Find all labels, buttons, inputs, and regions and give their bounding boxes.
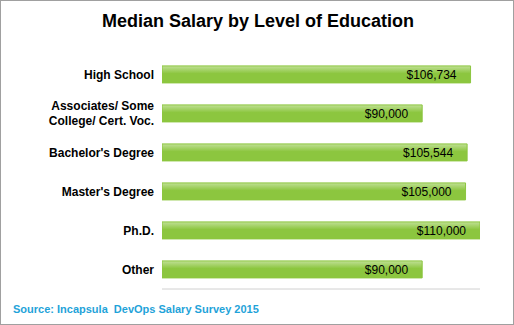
svg-text:$110,000: $110,000	[417, 224, 466, 238]
svg-text:Bachelor's Degree: Bachelor's Degree	[49, 146, 154, 160]
svg-text:$105,000: $105,000	[401, 185, 451, 199]
svg-text:Associates/ SomeCollege/ Cert.: Associates/ SomeCollege/ Cert. Voc.	[49, 99, 154, 128]
svg-text:Ph.D.: Ph.D.	[123, 224, 154, 238]
svg-text:Master's Degree: Master's Degree	[62, 185, 155, 199]
svg-text:$90,000: $90,000	[365, 263, 409, 277]
svg-text:High School: High School	[84, 68, 154, 82]
svg-text:$90,000: $90,000	[365, 107, 409, 121]
html-text:Median Salary by Level of Educ: Median Salary by Level of Education	[102, 11, 414, 31]
svg-text:$105,544: $105,544	[403, 146, 453, 160]
svg-text:Other: Other	[122, 263, 154, 277]
svg-text:$106,734: $106,734	[406, 68, 456, 82]
html-text:Source: Incapsula DevOps Salar: Source: Incapsula DevOps Salary Survey 2…	[13, 303, 259, 315]
